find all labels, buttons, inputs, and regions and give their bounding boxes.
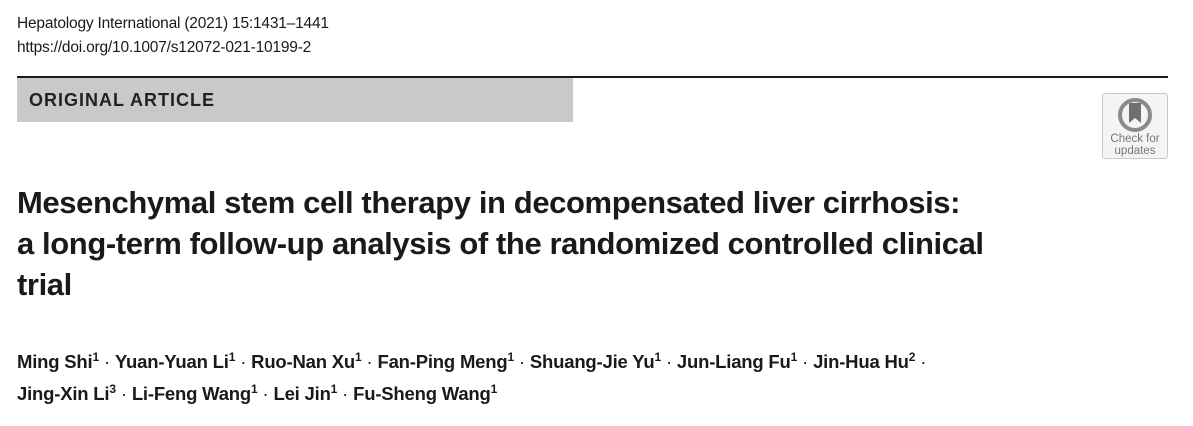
author-line-2: Jing-Xin Li3 · Li-Feng Wang1 · Lei Jin1 · Fu-S… <box>17 378 1137 410</box>
author-separator: · <box>802 351 809 372</box>
author-affiliation: 2 <box>908 350 916 364</box>
title-line-2: a long-term follow-up analysis of the ra… <box>17 226 984 261</box>
author-separator: · <box>518 351 525 372</box>
author-affiliation: 1 <box>251 382 258 396</box>
author-line-1: Ming Shi1 · Yuan-Yuan Li1 · Ruo-Nan Xu1 · Fan-… <box>17 346 1137 378</box>
author-name[interactable]: Jun-Liang Fu <box>676 351 791 372</box>
author-separator: · <box>262 383 269 404</box>
author-name[interactable]: Jin-Hua Hu <box>813 351 909 372</box>
author-affiliation: 1 <box>355 350 362 364</box>
author-name[interactable]: Ruo-Nan Xu <box>251 351 356 372</box>
title-line-1: Mesenchymal stem cell therapy in decompe… <box>17 185 961 220</box>
author-name[interactable]: Fu-Sheng Wang <box>353 383 491 404</box>
author-list: Ming Shi1 · Yuan-Yuan Li1 · Ruo-Nan Xu1 · Fan-… <box>17 346 1137 410</box>
author-separator: · <box>366 351 373 372</box>
author-name[interactable]: Fan-Ping Meng <box>377 351 508 372</box>
author-separator: · <box>342 383 349 404</box>
author-separator: · <box>920 351 927 372</box>
author-name[interactable]: Li-Feng Wang <box>131 383 252 404</box>
author-separator: · <box>103 351 110 372</box>
author-affiliation: 3 <box>109 382 116 396</box>
author-name[interactable]: Shuang-Jie Yu <box>529 351 655 372</box>
author-affiliation: 1 <box>228 350 236 364</box>
doi-link[interactable]: https://doi.org/10.1007/s12072-021-10199… <box>17 39 312 56</box>
author-affiliation: 1 <box>92 350 99 364</box>
header-rule <box>17 76 1168 78</box>
check-for-updates-button[interactable]: Check for updates <box>1102 93 1168 159</box>
author-affiliation: 1 <box>654 350 661 364</box>
author-affiliation: 1 <box>507 350 514 364</box>
article-type: ORIGINAL ARTICLE <box>29 90 215 110</box>
title-line-3: trial <box>17 267 72 302</box>
author-name[interactable]: Jing-Xin Li <box>17 383 110 404</box>
bookmark-circle-icon <box>1118 98 1152 132</box>
journal-citation: Hepatology International (2021) 15:1431–… <box>17 15 329 32</box>
author-affiliation: 1 <box>490 382 498 396</box>
check-for-label: Check for <box>1110 133 1160 145</box>
journal-header: Hepatology International (2021) 15:1431–… <box>17 12 329 60</box>
author-separator: · <box>120 383 127 404</box>
author-affiliation: 1 <box>790 350 798 364</box>
author-affiliation: 1 <box>330 382 338 396</box>
author-name[interactable]: Lei Jin <box>273 383 331 404</box>
author-separator: · <box>240 351 247 372</box>
author-name[interactable]: Yuan-Yuan Li <box>114 351 229 372</box>
article-type-band: ORIGINAL ARTICLE <box>17 78 573 122</box>
article-title: Mesenchymal stem cell therapy in decompe… <box>17 182 1077 305</box>
author-name[interactable]: Ming Shi <box>17 351 93 372</box>
updates-label: updates <box>1114 145 1156 157</box>
author-separator: · <box>665 351 672 372</box>
